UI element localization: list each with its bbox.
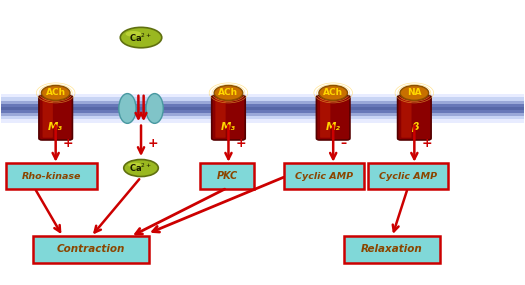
Polygon shape [1,97,524,101]
Ellipse shape [214,86,243,100]
Text: PKC: PKC [217,171,238,181]
Ellipse shape [120,27,162,48]
Polygon shape [1,113,524,116]
Ellipse shape [319,86,348,100]
FancyBboxPatch shape [284,164,364,189]
Text: Cyclic AMP: Cyclic AMP [295,172,353,181]
Text: +: + [235,137,246,150]
Text: ACh: ACh [46,88,66,97]
Polygon shape [1,110,524,113]
FancyBboxPatch shape [33,235,150,263]
Polygon shape [1,116,524,119]
Text: β: β [411,122,418,132]
Text: NA: NA [407,88,422,97]
Text: Cyclic AMP: Cyclic AMP [379,172,437,181]
Text: Ca$^{2+}$: Ca$^{2+}$ [130,31,153,44]
Ellipse shape [128,162,141,167]
Ellipse shape [125,31,141,37]
Text: –: – [340,137,346,150]
Text: Relaxation: Relaxation [361,244,423,254]
Polygon shape [1,107,524,110]
Text: +: + [62,137,73,150]
Text: Rho-kinase: Rho-kinase [22,172,81,181]
FancyBboxPatch shape [215,98,226,138]
Polygon shape [1,104,524,107]
FancyBboxPatch shape [397,95,431,140]
Ellipse shape [119,93,136,123]
Text: Contraction: Contraction [57,244,125,254]
Polygon shape [1,119,524,123]
FancyBboxPatch shape [368,164,448,189]
Text: +: + [421,137,432,150]
Text: +: + [148,137,158,150]
FancyBboxPatch shape [320,98,330,138]
FancyBboxPatch shape [39,95,72,140]
Ellipse shape [41,86,70,100]
Polygon shape [1,101,524,104]
FancyBboxPatch shape [200,164,254,189]
Text: M₂: M₂ [326,122,341,132]
Ellipse shape [146,93,163,123]
Text: ACh: ACh [218,88,238,97]
FancyBboxPatch shape [6,164,97,189]
Text: M₃: M₃ [221,122,236,132]
FancyBboxPatch shape [401,98,412,138]
Polygon shape [1,94,524,97]
Text: M₃: M₃ [48,122,63,132]
Ellipse shape [400,86,428,100]
Ellipse shape [124,160,159,176]
Text: Ca$^{2+}$: Ca$^{2+}$ [130,162,153,174]
FancyBboxPatch shape [212,95,245,140]
FancyBboxPatch shape [43,98,53,138]
Text: ACh: ACh [323,88,343,97]
FancyBboxPatch shape [317,95,350,140]
FancyBboxPatch shape [344,235,440,263]
